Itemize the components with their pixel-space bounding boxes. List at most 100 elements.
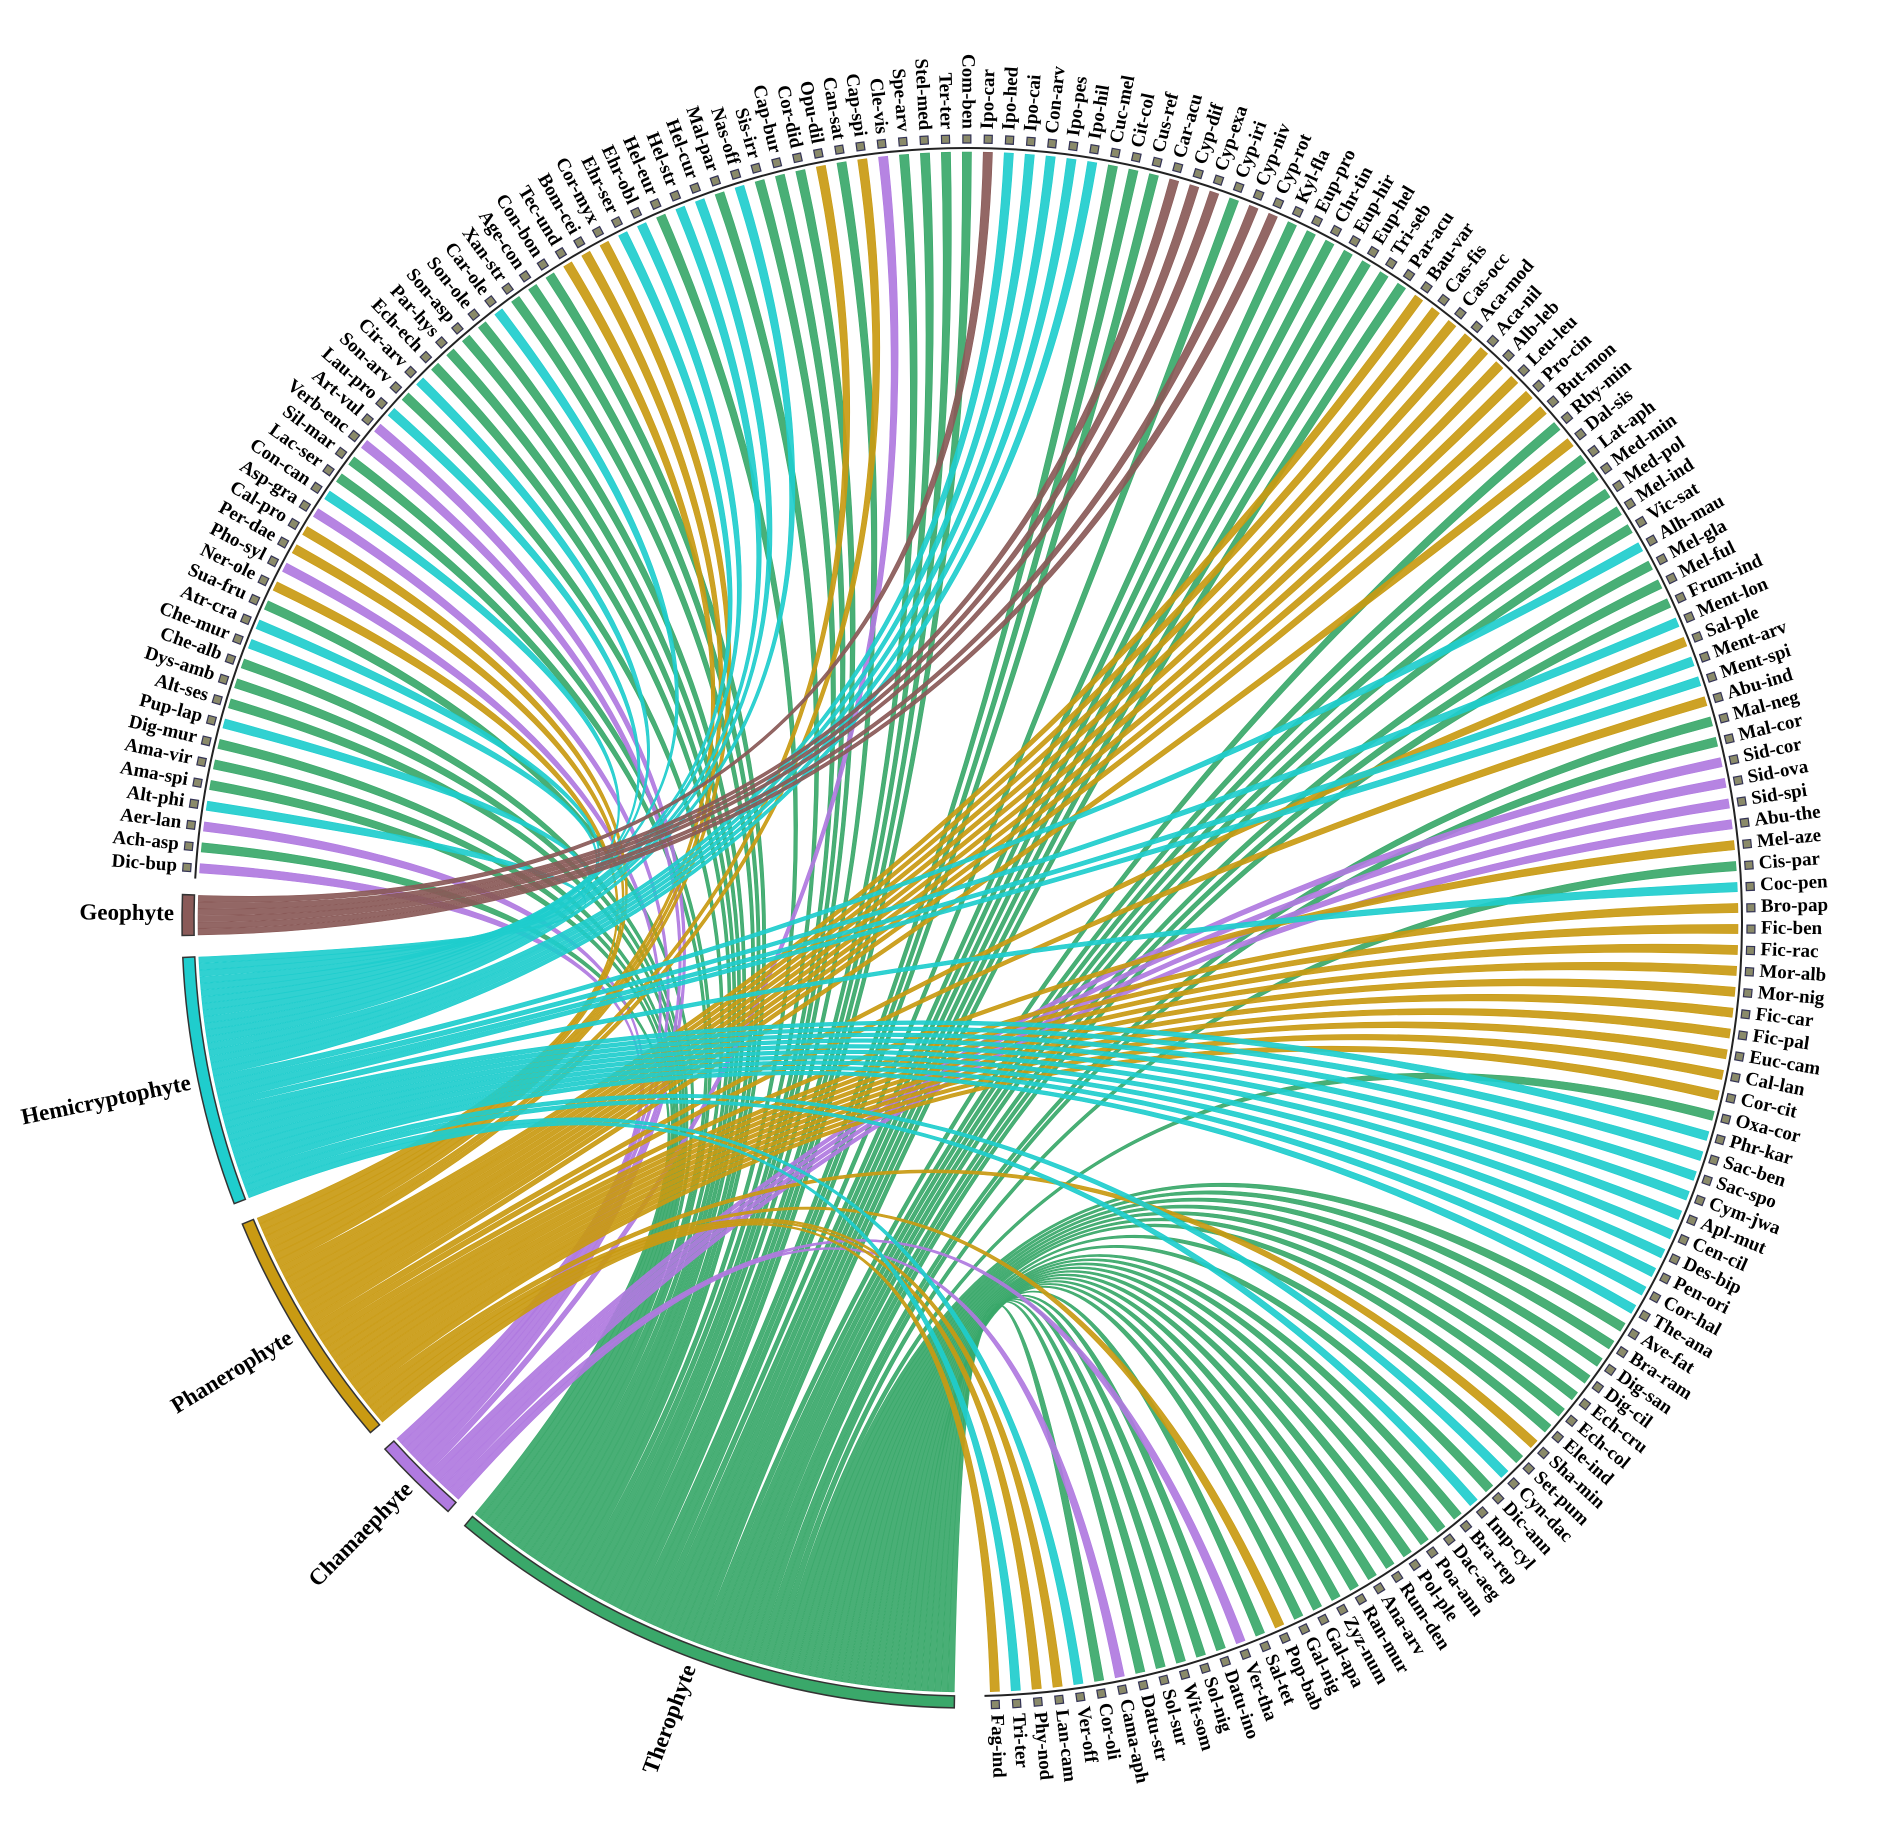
- species-marker: [729, 168, 742, 181]
- species-marker: [389, 380, 403, 394]
- chord-ribbon: [637, 168, 1139, 1621]
- chord-ribbon: [867, 1270, 1395, 1687]
- species-marker: [1151, 156, 1163, 168]
- species-marker: [1736, 796, 1747, 807]
- species-marker: [1627, 1327, 1641, 1341]
- chord-ribbon: [216, 656, 1695, 1096]
- species-marker: [1638, 1309, 1652, 1323]
- species-marker: [1739, 817, 1750, 828]
- species-label: Cis-par: [1758, 848, 1821, 873]
- species-marker: [1645, 534, 1659, 547]
- chord-ribbon: [730, 524, 1633, 1657]
- species-marker: [1734, 1051, 1745, 1062]
- chord-ribbon: [631, 164, 1118, 1618]
- species-marker: [1745, 945, 1756, 956]
- species-marker: [1096, 1688, 1107, 1699]
- species-marker: [1390, 1570, 1404, 1584]
- species-marker: [1591, 1380, 1605, 1394]
- chord-ribbon: [763, 736, 1719, 1667]
- species-marker: [1507, 1477, 1521, 1491]
- chord-ribbon: [288, 333, 1473, 1291]
- species-marker: [1737, 1030, 1748, 1041]
- chord-ribbon: [601, 161, 878, 1603]
- species-marker: [1742, 988, 1753, 999]
- chord-ribbon: [854, 1262, 1429, 1685]
- species-marker: [962, 134, 972, 144]
- species-marker: [1075, 1691, 1086, 1703]
- species-label: Dic-bup: [111, 851, 178, 877]
- chord-ribbon: [841, 1254, 1462, 1683]
- species-marker: [1486, 334, 1500, 348]
- chord-ribbon: [246, 1121, 1021, 1692]
- species-marker: [347, 429, 361, 443]
- species-marker: [1744, 966, 1755, 977]
- species-marker: [1683, 611, 1696, 624]
- species-marker: [188, 798, 200, 809]
- species-marker: [1701, 1174, 1714, 1187]
- chord-ribbon: [378, 1223, 1000, 1692]
- chord-ribbon: [200, 407, 641, 997]
- chord-ribbon: [197, 204, 1259, 929]
- chord-ribbon: [202, 231, 733, 1017]
- species-marker: [649, 197, 662, 211]
- chord-ribbon: [325, 924, 1739, 1354]
- chord-ribbon: [625, 151, 972, 1616]
- chord-ribbon: [262, 526, 628, 1237]
- chord-ribbon: [197, 212, 1278, 936]
- species-marker: [1615, 1345, 1629, 1359]
- species-marker: [185, 819, 197, 831]
- species-marker: [1366, 245, 1380, 259]
- chord-ribbon: [231, 1055, 1666, 1259]
- species-marker: [298, 499, 312, 513]
- chord-ribbon: [209, 155, 1056, 1064]
- chord-ribbon: [341, 993, 1734, 1376]
- group-label: Geophyte: [79, 899, 174, 925]
- species-marker: [1502, 349, 1516, 363]
- species-marker: [983, 134, 993, 144]
- chord-ribbon: [198, 718, 591, 971]
- chord-ribbon: [801, 1204, 1591, 1676]
- group-arc: [383, 1439, 458, 1513]
- species-marker: [1442, 1533, 1456, 1547]
- chord-ribbon: [756, 716, 1713, 1665]
- species-marker: [1728, 754, 1740, 765]
- species-label: Mor-alb: [1759, 961, 1827, 986]
- chord-ribbon: [227, 1044, 1683, 1220]
- species-label: Fic-rac: [1760, 939, 1819, 962]
- chord-ribbon: [795, 1197, 1603, 1675]
- chord-ribbon: [217, 676, 1702, 1103]
- species-marker: [1239, 1648, 1252, 1661]
- species-marker: [591, 225, 605, 239]
- species-marker: [1668, 1253, 1681, 1266]
- species-marker: [536, 258, 550, 271]
- species-marker: [1603, 1363, 1617, 1377]
- species-marker: [1372, 1581, 1386, 1595]
- chord-ribbon: [668, 239, 1335, 1635]
- chord-ribbon: [199, 619, 600, 984]
- species-marker: [1453, 306, 1467, 320]
- chord-ribbon: [821, 1223, 1552, 1680]
- chord-ribbon: [208, 153, 1035, 1057]
- species-marker: [1708, 1154, 1720, 1166]
- chord-ribbon: [680, 260, 1371, 1640]
- species-marker: [919, 135, 930, 146]
- species-marker: [501, 282, 515, 296]
- chord-ribbon: [345, 1008, 1731, 1381]
- species-marker: [1599, 461, 1613, 475]
- species-label: Fag-ind: [986, 1714, 1009, 1778]
- chord-ribbon: [202, 308, 679, 1011]
- species-marker: [322, 463, 335, 477]
- species-label: Tri-ter: [1008, 1713, 1032, 1769]
- species-label: Fic-ben: [1761, 918, 1823, 940]
- chord-ribbon: [699, 422, 1561, 1647]
- species-marker: [467, 308, 481, 322]
- species-marker: [1565, 1414, 1579, 1428]
- species-marker: [1705, 671, 1718, 683]
- chord-ribbon: [941, 1301, 1146, 1693]
- species-marker: [434, 336, 448, 350]
- species-marker: [1212, 174, 1225, 187]
- species-marker: [1691, 630, 1704, 643]
- chord-ribbon: [197, 190, 1220, 922]
- species-marker: [211, 693, 223, 706]
